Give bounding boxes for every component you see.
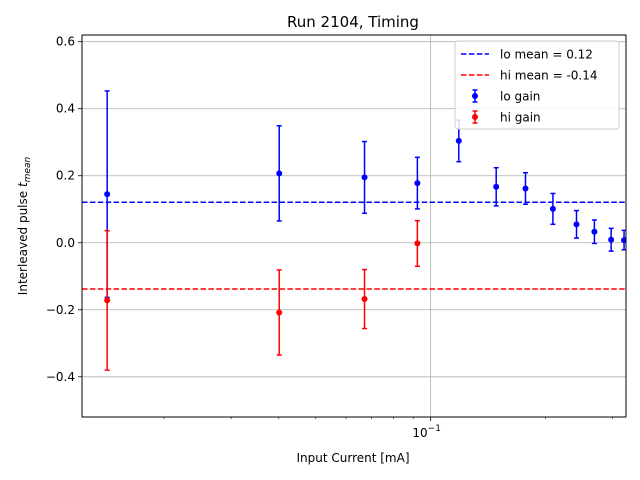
y-axis-label-main: Interleaved pulse (16, 187, 30, 295)
data-point (361, 296, 368, 303)
legend-entry: lo mean = 0.12 (461, 48, 593, 62)
data-point (621, 237, 626, 244)
data-point (104, 191, 111, 198)
data-layer (104, 90, 626, 371)
x-axis-label: Input Current [mA] (296, 451, 409, 465)
y-axis-label: Interleaved pulse tmean (16, 157, 33, 296)
data-point (591, 228, 598, 235)
data-point (522, 185, 529, 192)
y-axis-label-math: t (16, 181, 30, 187)
y-axis-label-sub: mean (23, 157, 33, 183)
y-tick-label: 0.6 (56, 35, 75, 49)
data-point (493, 183, 500, 190)
legend: lo mean = 0.12 hi mean = -0.14 lo gain hi g… (454, 40, 620, 130)
data-point (455, 137, 462, 144)
data-point (361, 174, 368, 181)
data-point (414, 240, 421, 247)
data-point (104, 297, 111, 304)
data-point (608, 236, 615, 243)
y-tick-label: 0.4 (56, 102, 75, 116)
y-tick-label: −0.4 (46, 370, 75, 384)
data-point (573, 221, 580, 228)
plot-frame (81, 34, 627, 418)
data-point (276, 170, 283, 177)
tick-layer: −0.4−0.20.00.20.40.610−1 (46, 35, 614, 440)
y-tick-label: 0.2 (56, 169, 75, 183)
legend-label: lo mean = 0.12 (500, 48, 593, 62)
legend-label: lo gain (500, 90, 540, 104)
data-point (276, 309, 283, 316)
data-point (414, 180, 421, 187)
legend-box (454, 40, 620, 130)
y-tick-label: 0.0 (56, 236, 75, 250)
chart-title: Run 2104, Timing (287, 13, 419, 31)
data-point (549, 205, 556, 212)
legend-marker-swatch (472, 114, 478, 120)
y-tick-label: −0.2 (46, 303, 75, 317)
series-hi-gain (104, 219, 421, 371)
legend-marker-swatch (472, 93, 478, 99)
legend-entry: hi gain (472, 110, 541, 125)
legend-entry: lo gain (472, 89, 540, 104)
legend-label: hi mean = -0.14 (500, 69, 598, 83)
reference-lines (82, 201, 626, 290)
legend-label: hi gain (500, 111, 541, 125)
legend-entry: hi mean = -0.14 (461, 69, 598, 83)
